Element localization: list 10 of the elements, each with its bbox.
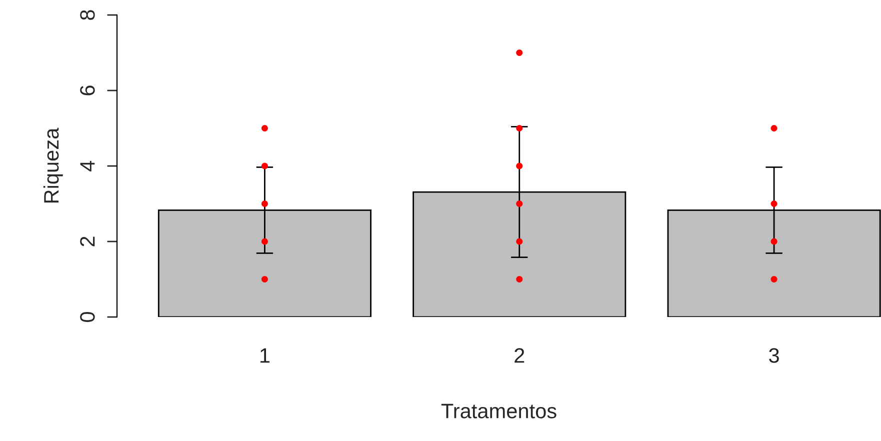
y-tick-label: 0 [80, 312, 95, 322]
x-axis-title: Tratamentos [441, 404, 556, 418]
y-tick-label: 8 [80, 10, 95, 20]
y-tick-label: 2 [80, 236, 95, 246]
y-tick-label: 6 [80, 86, 95, 96]
y-axis-title: Riqueza [43, 128, 63, 203]
x-tick-label: 1 [260, 348, 270, 363]
x-tick-label: 2 [514, 348, 524, 363]
y-tick-label: 4 [80, 160, 95, 172]
x-tick-label: 3 [769, 348, 779, 363]
